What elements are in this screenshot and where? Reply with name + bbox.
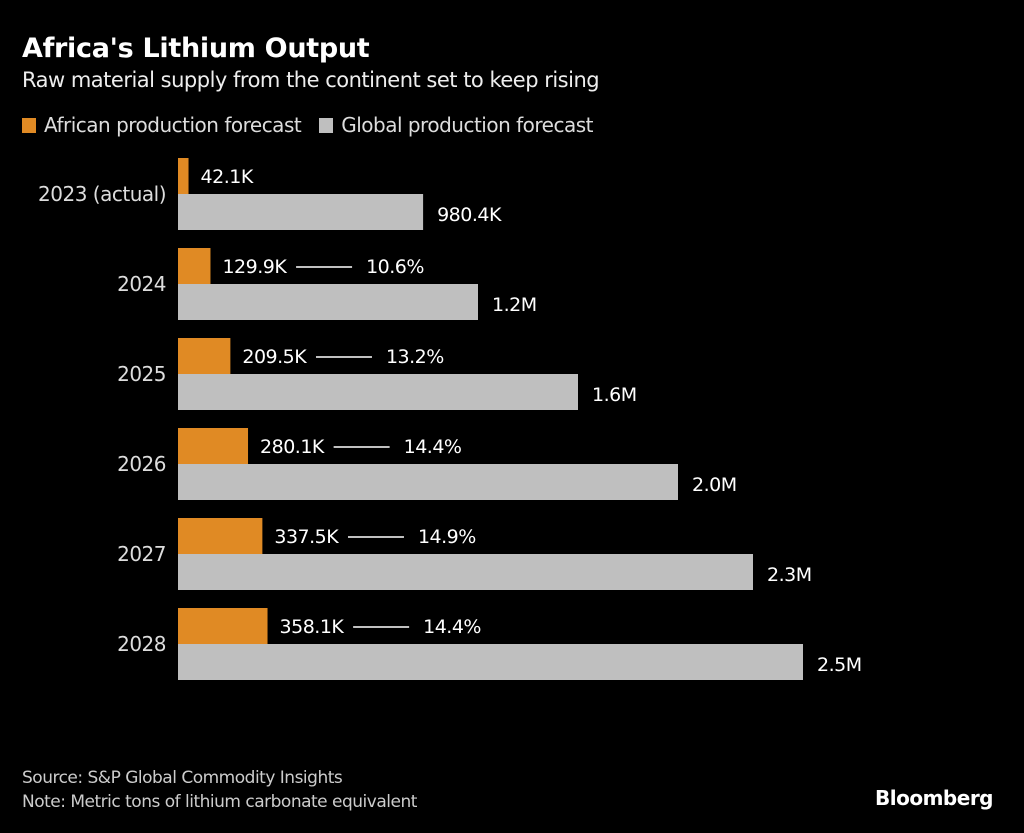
share-label: 14.9% bbox=[418, 526, 476, 548]
data-label-global: 2.3M bbox=[767, 564, 812, 586]
legend-swatch-global bbox=[319, 117, 334, 133]
data-label-global: 980.4K bbox=[437, 204, 502, 226]
data-label-african: 42.1K bbox=[201, 166, 254, 188]
data-label-african: 280.1K bbox=[260, 436, 325, 458]
bar-global bbox=[178, 284, 478, 320]
legend: African production forecast Global produ… bbox=[22, 113, 611, 137]
bar-african bbox=[178, 338, 231, 374]
bar-global bbox=[178, 644, 803, 680]
chart-title: Africa's Lithium Output bbox=[22, 33, 370, 64]
bar-african bbox=[178, 248, 211, 284]
data-label-african: 129.9K bbox=[222, 256, 287, 278]
category-label: 2023 (actual) bbox=[38, 182, 166, 206]
bar-african bbox=[178, 158, 189, 194]
bar-global bbox=[178, 554, 753, 590]
unit-note: Note: Metric tons of lithium carbonate e… bbox=[22, 792, 417, 812]
bar-global bbox=[178, 374, 578, 410]
bloomberg-logo: Bloomberg bbox=[875, 786, 993, 810]
legend-item-african: African production forecast bbox=[22, 113, 302, 137]
data-label-african: 209.5K bbox=[242, 346, 307, 368]
data-label-global: 2.0M bbox=[692, 474, 737, 496]
bar-global bbox=[178, 194, 424, 230]
legend-label-global: Global production forecast bbox=[341, 113, 593, 137]
category-label: 2027 bbox=[117, 542, 166, 566]
data-label-african: 358.1K bbox=[280, 616, 345, 638]
share-label: 14.4% bbox=[423, 616, 481, 638]
category-label: 2025 bbox=[117, 362, 166, 386]
footer: Source: S&P Global Commodity Insights No… bbox=[22, 766, 417, 814]
category-label: 2028 bbox=[117, 632, 166, 656]
share-label: 13.2% bbox=[386, 346, 444, 368]
legend-label-african: African production forecast bbox=[44, 113, 302, 137]
data-label-global: 2.5M bbox=[817, 654, 862, 676]
share-label: 14.4% bbox=[404, 436, 462, 458]
bar-african bbox=[178, 608, 268, 644]
bar-global bbox=[178, 464, 678, 500]
bar-african bbox=[178, 428, 249, 464]
data-label-global: 1.6M bbox=[592, 384, 637, 406]
category-label: 2024 bbox=[117, 272, 166, 296]
bar-african bbox=[178, 518, 263, 554]
data-label-african: 337.5K bbox=[274, 526, 339, 548]
category-label: 2026 bbox=[117, 452, 166, 476]
data-label-global: 1.2M bbox=[492, 294, 537, 316]
legend-item-global: Global production forecast bbox=[319, 113, 593, 137]
chart-subtitle: Raw material supply from the continent s… bbox=[22, 68, 600, 92]
source-note: Source: S&P Global Commodity Insights bbox=[22, 768, 343, 788]
share-label: 10.6% bbox=[366, 256, 424, 278]
legend-swatch-african bbox=[22, 117, 36, 133]
